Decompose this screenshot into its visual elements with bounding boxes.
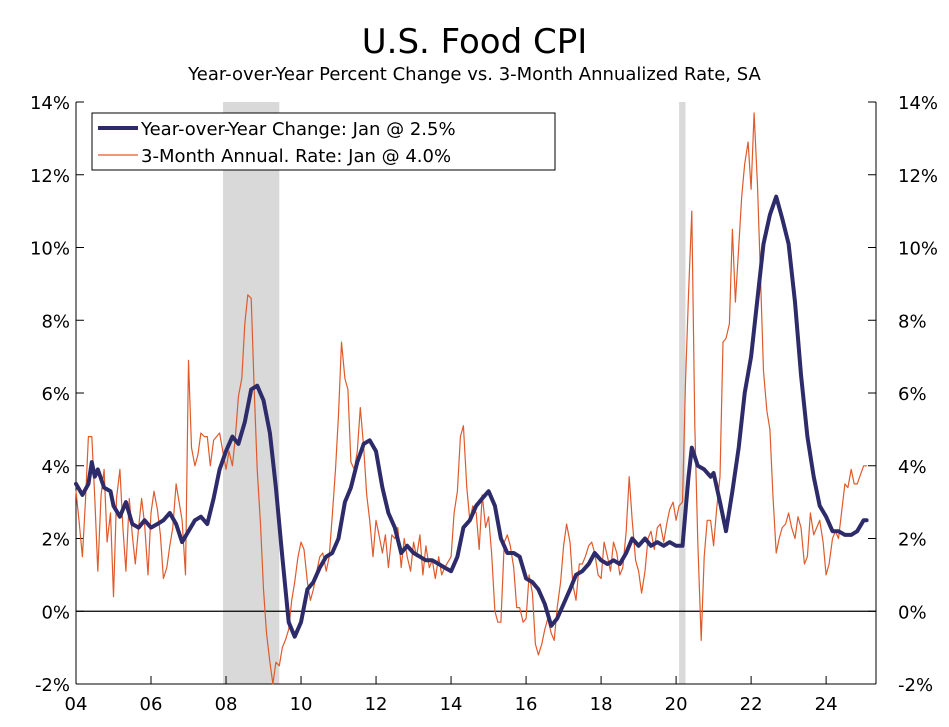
y-tick-label-right: 12% — [898, 166, 938, 187]
y-tick-label-right: 0% — [898, 602, 927, 623]
y-tick-label-left: 14% — [30, 93, 70, 114]
x-tick-label: 16 — [515, 694, 538, 715]
y-tick-label-right: 14% — [898, 93, 938, 114]
x-tick-label: 20 — [665, 694, 688, 715]
y-tick-label-right: 10% — [898, 239, 938, 260]
series-line-yoy — [74, 194, 869, 639]
recession-band-1 — [679, 102, 686, 684]
y-tick-label-left: 8% — [41, 311, 70, 332]
x-tick-label: 24 — [815, 694, 838, 715]
legend-label-yoy: Year-over-Year Change: Jan @ 2.5% — [140, 119, 456, 140]
x-tick-label: 12 — [365, 694, 388, 715]
series-lines — [74, 112, 869, 685]
x-tick-label: 14 — [440, 694, 463, 715]
x-tick-label: 08 — [215, 694, 238, 715]
y-tick-label-left: 6% — [41, 384, 70, 405]
y-tick-label-left: 4% — [41, 457, 70, 478]
chart-title: U.S. Food CPI — [361, 22, 588, 62]
x-tick-label: 10 — [290, 694, 313, 715]
legend-box — [91, 112, 556, 171]
series-line-3m-annual — [75, 112, 868, 685]
y-tick-label-right: 8% — [898, 311, 927, 332]
legend: Year-over-Year Change: Jan @ 2.5% 3-Mont… — [91, 112, 556, 171]
axes: -2% -2% 0% 0% 2% 2% 4% 4% 6% 6% 8% 8% 10% 10% 12% 12% 14… — [30, 93, 938, 715]
chart-subtitle: Year-over-Year Percent Change vs. 3-Mont… — [188, 64, 761, 85]
legend-label-3m-annual: 3-Month Annual. Rate: Jan @ 4.0% — [141, 146, 451, 167]
y-tick-label-left: 0% — [41, 602, 70, 623]
y-tick-label-right: -2% — [898, 675, 933, 696]
x-tick-label: 18 — [590, 694, 613, 715]
x-tick-label: 04 — [65, 694, 88, 715]
y-tick-label-left: -2% — [35, 675, 70, 696]
y-tick-label-left: 10% — [30, 239, 70, 260]
y-tick-label-right: 4% — [898, 457, 927, 478]
x-tick-label: 06 — [140, 694, 163, 715]
y-tick-label-right: 6% — [898, 384, 927, 405]
y-tick-label-left: 2% — [41, 530, 70, 551]
y-tick-label-left: 12% — [30, 166, 70, 187]
y-tick-label-right: 2% — [898, 530, 927, 551]
x-tick-label: 22 — [740, 694, 763, 715]
